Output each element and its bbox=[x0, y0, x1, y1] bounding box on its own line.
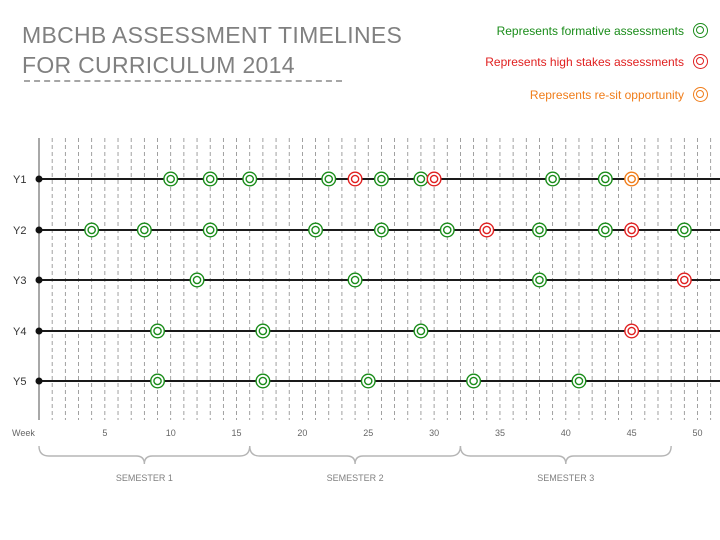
assessment-marker-inner bbox=[429, 174, 439, 184]
semester-brace bbox=[249, 445, 462, 465]
x-tick-label: 40 bbox=[561, 428, 571, 438]
legend-resit-label: Represents re-sit opportunity bbox=[529, 88, 684, 102]
assessment-marker-inner bbox=[153, 326, 162, 336]
semester-brace bbox=[459, 445, 672, 465]
assessment-marker-inner bbox=[350, 174, 360, 184]
assessment-marker-inner bbox=[311, 225, 320, 235]
timeline-start-dot bbox=[35, 377, 43, 385]
timeline-start-dot bbox=[35, 226, 43, 234]
assessment-marker-inner bbox=[601, 174, 610, 184]
legend-formative-ring-icon bbox=[693, 23, 708, 38]
semester-label: SEMESTER 1 bbox=[116, 473, 173, 483]
x-axis-label: Week bbox=[12, 428, 35, 438]
assessment-marker-inner bbox=[680, 275, 689, 285]
x-tick-label: 20 bbox=[297, 428, 307, 438]
assessment-marker-inner bbox=[680, 225, 689, 235]
assessment-marker-inner bbox=[166, 174, 175, 184]
x-tick-label: 45 bbox=[627, 428, 637, 438]
assessment-marker-inner bbox=[192, 275, 202, 285]
x-tick-label: 15 bbox=[232, 428, 242, 438]
page-title: MBCHB ASSESSMENT TIMELINES FOR CURRICULU… bbox=[22, 20, 402, 80]
title-line-1: MBCHB ASSESSMENT TIMELINES bbox=[22, 22, 403, 48]
assessment-marker-inner bbox=[377, 225, 386, 235]
assessment-marker-inner bbox=[535, 275, 544, 285]
assessment-marker-inner bbox=[245, 174, 255, 184]
assessment-marker-inner bbox=[377, 174, 386, 184]
x-tick-label: 25 bbox=[363, 428, 373, 438]
assessment-marker-inner bbox=[153, 376, 162, 386]
x-tick-label: 10 bbox=[166, 428, 176, 438]
assessment-marker-inner bbox=[87, 225, 96, 235]
assessment-marker-inner bbox=[258, 376, 268, 386]
assessment-marker-inner bbox=[350, 275, 360, 285]
assessment-marker-inner bbox=[205, 225, 215, 235]
x-tick-label: 35 bbox=[495, 428, 505, 438]
title-line-2: FOR CURRICULUM 2014 bbox=[22, 52, 295, 78]
year-label: Y1 bbox=[13, 174, 26, 186]
assessment-marker-inner bbox=[627, 225, 636, 235]
title-underline bbox=[24, 80, 342, 82]
assessment-marker-inner bbox=[442, 225, 452, 235]
x-tick-label: 30 bbox=[429, 428, 439, 438]
assessment-marker-inner bbox=[416, 326, 426, 336]
legend-high-stakes-ring-icon bbox=[693, 54, 708, 69]
timeline-start-dot bbox=[35, 175, 43, 183]
year-label: Y3 bbox=[13, 275, 26, 287]
assessment-marker-inner bbox=[258, 326, 268, 336]
year-label: Y4 bbox=[13, 326, 26, 338]
assessment-marker-inner bbox=[140, 225, 149, 235]
assessment-marker-inner bbox=[363, 376, 373, 386]
x-tick-label: 50 bbox=[692, 428, 702, 438]
legend-high-stakes-label: Represents high stakes assessments bbox=[485, 55, 684, 69]
semester-label: SEMESTER 2 bbox=[327, 473, 384, 483]
assessment-marker-inner bbox=[601, 225, 610, 235]
timeline-start-dot bbox=[35, 276, 43, 284]
assessment-marker-inner bbox=[627, 326, 636, 336]
assessment-marker-inner bbox=[574, 376, 584, 386]
assessment-marker-inner bbox=[535, 225, 544, 235]
assessment-marker-inner bbox=[627, 174, 636, 184]
semester-label: SEMESTER 3 bbox=[537, 473, 594, 483]
assessment-marker-inner bbox=[469, 376, 478, 386]
year-label: Y2 bbox=[13, 225, 26, 237]
legend-resit-ring-icon bbox=[693, 87, 708, 102]
assessment-marker-inner bbox=[548, 174, 557, 184]
assessment-marker-inner bbox=[324, 174, 334, 184]
assessment-marker-inner bbox=[416, 174, 426, 184]
legend-formative-label: Represents formative assessments bbox=[496, 24, 684, 38]
x-tick-label: 5 bbox=[102, 428, 107, 438]
assessment-marker-inner bbox=[205, 174, 215, 184]
year-label: Y5 bbox=[13, 376, 26, 388]
timeline-start-dot bbox=[35, 327, 43, 335]
assessment-marker-inner bbox=[482, 225, 492, 235]
semester-brace bbox=[38, 445, 251, 465]
